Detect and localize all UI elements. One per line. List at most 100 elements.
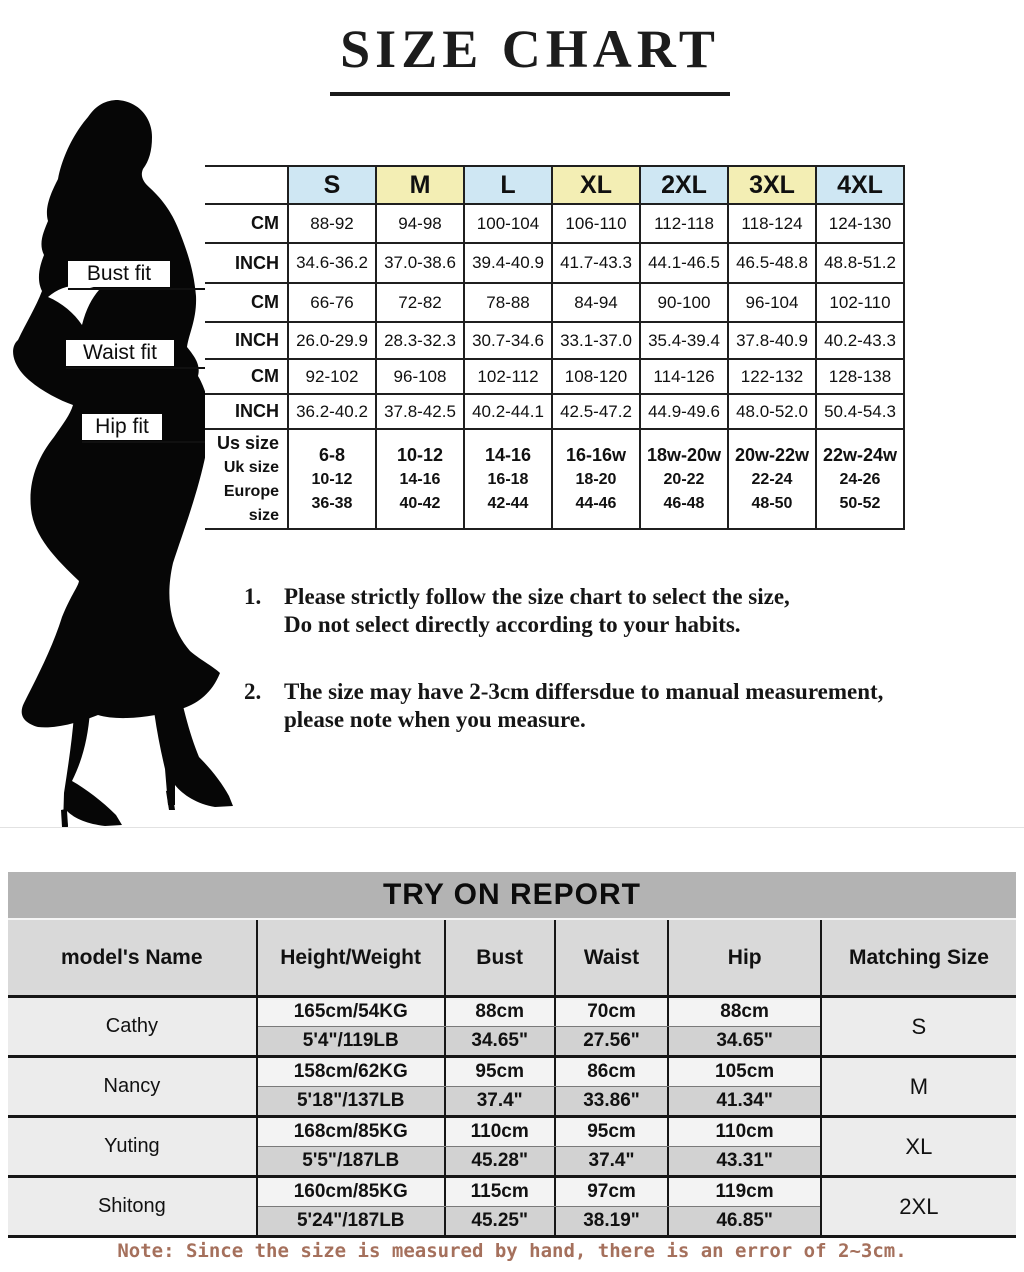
size-cell: 122-132	[727, 358, 817, 395]
matching-size-cell: 2XL	[819, 1178, 1016, 1235]
waist-cm-row: CM 66-76 72-82 78-88 84-94 90-100 96-104…	[205, 282, 905, 323]
imperial-row: 5'4"/119LB 34.65" 27.56" 34.65"	[257, 1026, 820, 1055]
size-cell: 30.7-34.6	[463, 321, 553, 360]
measurements-cell-group: 158cm/62KG 95cm 86cm 105cm 5'18"/137LB 3…	[255, 1058, 820, 1115]
size-col-header: XL	[551, 165, 641, 205]
metric-row: 158cm/62KG 95cm 86cm 105cm	[257, 1058, 820, 1086]
size-header-row: S M L XL 2XL 3XL 4XL	[205, 165, 905, 205]
col-header-hip: Hip	[667, 920, 819, 995]
size-cell: 78-88	[463, 282, 553, 323]
size-cell: 37.0-38.6	[375, 242, 465, 284]
size-cell: 128-138	[815, 358, 905, 395]
size-cell: 37.8-42.5	[375, 393, 465, 430]
row-label: INCH	[205, 242, 289, 284]
size-cell: 34.6-36.2	[287, 242, 377, 284]
note-line: The size may have 2-3cm differsdue to ma…	[284, 679, 884, 704]
size-col-header: 2XL	[639, 165, 729, 205]
size-col-header: 4XL	[815, 165, 905, 205]
empty-corner-cell	[205, 165, 289, 205]
size-cell: 90-100	[639, 282, 729, 323]
size-cell: 92-102	[287, 358, 377, 395]
size-cell: 100-104	[463, 203, 553, 244]
size-col-header: S	[287, 165, 377, 205]
size-cell: 10-12 14-16 40-42	[375, 428, 465, 530]
hip-fit-line	[82, 441, 208, 443]
note-number: 1.	[244, 584, 262, 609]
size-cell: 102-110	[815, 282, 905, 323]
measurements-cell-group: 165cm/54KG 88cm 70cm 88cm 5'4"/119LB 34.…	[255, 998, 820, 1055]
bust-cm-row: CM 88-92 94-98 100-104 106-110 112-118 1…	[205, 203, 905, 244]
col-header-bust: Bust	[443, 920, 554, 995]
size-col-header: M	[375, 165, 465, 205]
size-cell: 72-82	[375, 282, 465, 323]
size-cell: 124-130	[815, 203, 905, 244]
size-cell: 26.0-29.9	[287, 321, 377, 360]
size-cell: 28.3-32.3	[375, 321, 465, 360]
size-cell: 96-104	[727, 282, 817, 323]
imperial-row: 5'18"/137LB 37.4" 33.86" 41.34"	[257, 1086, 820, 1115]
measurements-cell-group: 160cm/85KG 115cm 97cm 119cm 5'24"/187LB …	[255, 1178, 820, 1235]
size-cell: 114-126	[639, 358, 729, 395]
size-col-header: L	[463, 165, 553, 205]
size-cell: 44.1-46.5	[639, 242, 729, 284]
imperial-row: 5'24"/187LB 45.25" 38.19" 46.85"	[257, 1206, 820, 1235]
try-on-row: Nancy 158cm/62KG 95cm 86cm 105cm 5'18"/1…	[8, 1055, 1016, 1115]
us-size-label: Us size	[216, 433, 279, 453]
size-cell: 112-118	[639, 203, 729, 244]
matching-size-cell: M	[819, 1058, 1016, 1115]
row-label: CM	[205, 358, 289, 395]
note-line: please note when you measure.	[284, 707, 586, 732]
matching-size-cell: S	[819, 998, 1016, 1055]
matching-size-cell: XL	[819, 1118, 1016, 1175]
size-cell: 36.2-40.2	[287, 393, 377, 430]
hip-inch-row: INCH 36.2-40.2 37.8-42.5 40.2-44.1 42.5-…	[205, 393, 905, 430]
size-cell: 40.2-43.3	[815, 321, 905, 360]
size-cell: 6-8 10-12 36-38	[287, 428, 377, 530]
size-cell: 48.0-52.0	[727, 393, 817, 430]
size-cell: 94-98	[375, 203, 465, 244]
try-on-row: Cathy 165cm/54KG 88cm 70cm 88cm 5'4"/119…	[8, 995, 1016, 1055]
uk-size-label: Uk size	[223, 459, 279, 476]
try-on-header-row: model's Name Height/Weight Bust Waist Hi…	[8, 920, 1016, 995]
imperial-row: 5'5"/187LB 45.28" 37.4" 43.31"	[257, 1146, 820, 1175]
model-name-cell: Yuting	[8, 1118, 256, 1175]
size-cell: 33.1-37.0	[551, 321, 641, 360]
size-cell: 44.9-49.6	[639, 393, 729, 430]
size-col-header: 3XL	[727, 165, 817, 205]
note-item-2: 2. The size may have 2-3cm differsdue to…	[244, 678, 1014, 734]
size-cell: 96-108	[375, 358, 465, 395]
size-cell: 22w-24w 24-26 50-52	[815, 428, 905, 530]
waist-inch-row: INCH 26.0-29.9 28.3-32.3 30.7-34.6 33.1-…	[205, 321, 905, 360]
col-header-waist: Waist	[553, 920, 668, 995]
size-cell: 84-94	[551, 282, 641, 323]
note-item-1: 1. Please strictly follow the size chart…	[244, 583, 1014, 639]
size-cell: 46.5-48.8	[727, 242, 817, 284]
hip-fit-label: Hip fit	[82, 414, 162, 440]
metric-row: 165cm/54KG 88cm 70cm 88cm	[257, 998, 820, 1026]
row-label: Us size Uk size Europe size	[205, 428, 289, 530]
model-name-cell: Shitong	[8, 1178, 256, 1235]
table-bottom-border	[8, 1235, 1016, 1238]
metric-row: 160cm/85KG 115cm 97cm 119cm	[257, 1178, 820, 1206]
size-cell: 39.4-40.9	[463, 242, 553, 284]
title-underline	[330, 92, 730, 96]
section-divider	[0, 827, 1024, 828]
measurements-cell-group: 168cm/85KG 110cm 95cm 110cm 5'5"/187LB 4…	[255, 1118, 820, 1175]
size-chart-table: S M L XL 2XL 3XL 4XL CM 88-92 94-98 100-…	[205, 165, 905, 530]
size-cell: 35.4-39.4	[639, 321, 729, 360]
size-cell: 42.5-47.2	[551, 393, 641, 430]
note-number: 2.	[244, 679, 262, 704]
female-silhouette-image	[13, 100, 233, 827]
size-cell: 14-16 16-18 42-44	[463, 428, 553, 530]
size-cell: 108-120	[551, 358, 641, 395]
bust-inch-row: INCH 34.6-36.2 37.0-38.6 39.4-40.9 41.7-…	[205, 242, 905, 284]
page-title: SIZE CHART	[340, 19, 720, 79]
hip-cm-row: CM 92-102 96-108 102-112 108-120 114-126…	[205, 358, 905, 395]
size-cell: 48.8-51.2	[815, 242, 905, 284]
size-cell: 37.8-40.9	[727, 321, 817, 360]
waist-fit-label: Waist fit	[66, 340, 174, 366]
row-label: INCH	[205, 393, 289, 430]
size-cell: 118-124	[727, 203, 817, 244]
col-header-matching-size: Matching Size	[819, 920, 1016, 995]
